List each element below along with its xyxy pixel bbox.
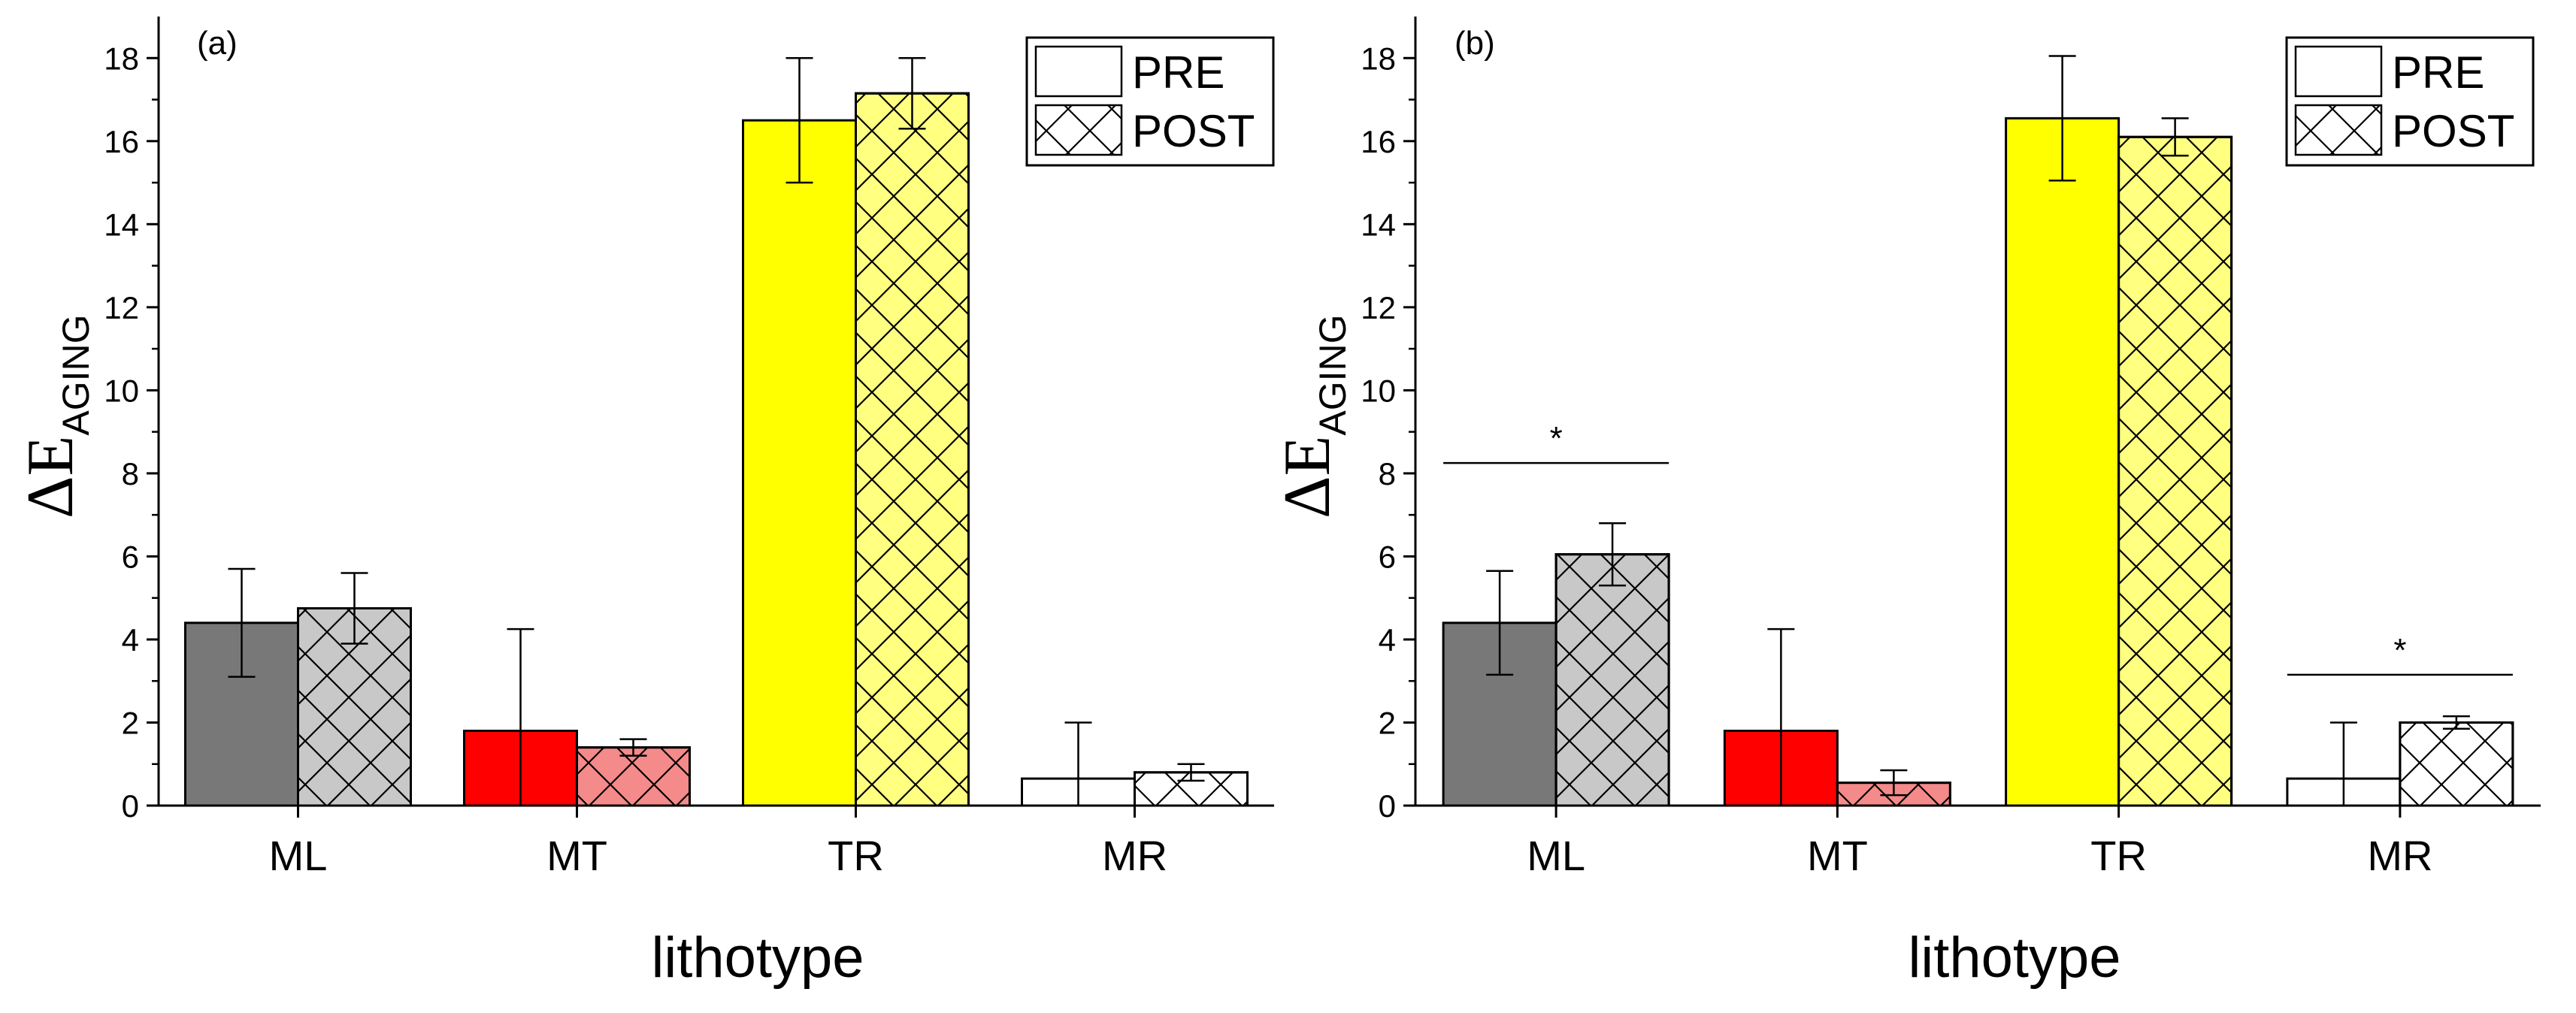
bars-a [184, 92, 1249, 807]
error-bar-post-tr-b [2161, 117, 2189, 157]
error-bar-pre-mr-a [1064, 721, 1092, 806]
error-bar-pre-ml-b [1486, 570, 1514, 676]
y-tick-label-a: 10 [104, 373, 139, 408]
significance-marker-ml-b: * [1443, 420, 1669, 464]
x-tick-label-b: MT [1807, 832, 1868, 879]
y-axis-title-a: ΔEAGING [14, 315, 97, 519]
x-axis-title-a: lithotype [651, 926, 864, 990]
y-tick-label-a: 18 [104, 41, 139, 76]
bar-hatch-tr-b [2117, 135, 2233, 807]
y-tick-label-b: 2 [1379, 705, 1396, 740]
error-bar-pre-ml-a [228, 567, 256, 678]
marks-b: ** [1443, 55, 2513, 806]
y-tick-label-a: 14 [104, 207, 139, 242]
error-bar-post-tr-a [898, 57, 926, 130]
y-tick-label-b: 10 [1361, 373, 1396, 408]
legend-label-pre-b: PRE [2392, 47, 2484, 98]
y-tick-label-a: 6 [122, 539, 139, 574]
y-tick-label-b: 6 [1379, 539, 1396, 574]
legend-swatch-pre-b [2294, 45, 2383, 98]
error-bar-post-mr-b [2442, 715, 2470, 730]
x-axis-title-b: lithotype [1908, 926, 2120, 990]
error-bar-post-ml-b [1599, 522, 1627, 587]
y-tick-label-a: 12 [104, 290, 139, 325]
panel-label-b: (b) [1454, 25, 1495, 62]
legend-swatch-pre-a [1034, 45, 1123, 98]
error-bar-pre-mt-a [507, 627, 534, 806]
y-tick-label-b: 12 [1361, 290, 1396, 325]
y-tick-label-b: 18 [1361, 41, 1396, 76]
error-bar-post-mt-b [1880, 769, 1908, 797]
legend-label-post-a: POST [1132, 106, 1255, 156]
y-tick-label-b: 4 [1379, 622, 1396, 658]
x-tick-label-a: ML [269, 832, 328, 879]
significance-star: * [2393, 632, 2406, 669]
x-tick-label-a: MR [1102, 832, 1167, 879]
error-bar-post-mt-a [619, 738, 647, 757]
x-tick-label-b: TR [2090, 832, 2147, 879]
y-tick-label-a: 2 [122, 705, 139, 740]
error-bar-pre-mt-b [1767, 627, 1795, 806]
error-bar-pre-tr-a [786, 57, 813, 184]
significance-star: * [1550, 420, 1563, 457]
error-bar-pre-mr-b [2329, 721, 2357, 806]
legend-swatch-post-a [1034, 104, 1123, 156]
legend-label-pre-a: PRE [1132, 47, 1224, 98]
y-tick-label-b: 8 [1379, 456, 1396, 491]
y-tick-label-a: 4 [122, 622, 139, 658]
panel-label-a: (a) [197, 25, 238, 62]
legend-swatch-post-b [2294, 104, 2383, 156]
error-bar-pre-tr-b [2048, 55, 2076, 182]
error-bar-post-ml-a [341, 572, 368, 645]
error-bar-post-mr-a [1177, 763, 1205, 782]
axes-a: 0 2 4 6 8 10 12 14 16 18 ML MT TR MR [104, 17, 1274, 879]
x-tick-label-b: ML [1527, 832, 1585, 879]
y-tick-label-a: 8 [122, 456, 139, 491]
legend-b: PRE POST [2285, 36, 2535, 167]
chart-panel-a: 0 2 4 6 8 10 12 14 16 18 ML MT TR MR (a) ΔEAGING lith… [14, 17, 1275, 990]
bars-b [1442, 116, 2514, 807]
bar-hatch-ml-b [1554, 553, 1670, 807]
y-axis-title-b: ΔEAGING [1271, 315, 1354, 519]
x-tick-label-b: MR [2367, 832, 2432, 879]
axes-b: 0 2 4 6 8 10 12 14 16 18 ML MT TR MR [1361, 17, 2541, 879]
marks-a [228, 57, 1205, 806]
bar-hatch-tr-a [855, 92, 970, 807]
bar-pre-tr-b [2005, 116, 2120, 807]
x-tick-label-a: MT [546, 832, 607, 879]
y-tick-label-b: 14 [1361, 207, 1396, 242]
y-tick-label-b: 0 [1379, 788, 1396, 824]
bar-hatch-mr-b [2399, 721, 2514, 807]
significance-marker-mr-b: * [2287, 632, 2513, 676]
legend-a: PRE POST [1025, 36, 1275, 167]
x-tick-label-a: TR [828, 832, 884, 879]
y-tick-label-b: 16 [1361, 124, 1396, 159]
legend-label-post-b: POST [2392, 106, 2514, 156]
bar-pre-tr-a [742, 119, 857, 807]
bar-hatch-mt-a [576, 746, 691, 807]
y-tick-label-a: 0 [122, 788, 139, 824]
y-tick-label-a: 16 [104, 124, 139, 159]
